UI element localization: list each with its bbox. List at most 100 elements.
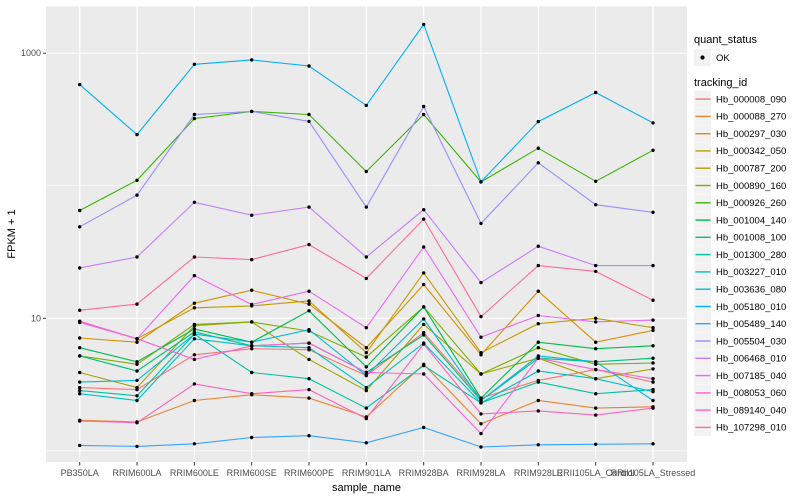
legend-label-Hb_003636_080: Hb_003636_080 xyxy=(716,285,786,296)
data-point xyxy=(651,326,655,330)
data-point xyxy=(364,365,368,369)
data-point xyxy=(651,367,655,371)
data-point xyxy=(422,282,426,287)
data-point xyxy=(536,289,540,293)
data-point xyxy=(307,396,311,400)
legend-label-Hb_000787_200: Hb_000787_200 xyxy=(716,164,786,175)
data-point xyxy=(364,103,368,108)
legend-label-Hb_005489_140: Hb_005489_140 xyxy=(716,319,786,330)
data-point xyxy=(422,425,426,430)
data-point xyxy=(479,412,483,416)
data-point xyxy=(135,360,139,364)
data-point xyxy=(422,217,426,221)
data-point xyxy=(78,354,82,358)
data-point xyxy=(78,392,82,396)
data-point xyxy=(250,347,254,351)
y-axis-title: FPKM + 1 xyxy=(6,209,18,258)
data-point xyxy=(364,346,368,350)
data-point xyxy=(192,322,197,327)
data-point xyxy=(594,316,598,320)
x-tick-label: RRII105LA_Control xyxy=(557,468,635,478)
data-point xyxy=(135,255,139,259)
data-point xyxy=(78,443,82,448)
data-point xyxy=(536,340,540,344)
data-point xyxy=(192,306,197,310)
data-point xyxy=(364,255,368,259)
data-point xyxy=(422,372,426,376)
legend-label-Hb_000342_050: Hb_000342_050 xyxy=(716,146,786,157)
data-point xyxy=(307,309,311,313)
data-point xyxy=(250,344,254,348)
data-point xyxy=(364,355,368,359)
y-tick-label: 1000 xyxy=(21,48,41,58)
data-point xyxy=(536,263,540,268)
data-point xyxy=(594,90,598,95)
data-point xyxy=(192,273,197,278)
data-point xyxy=(422,317,426,321)
data-point xyxy=(364,388,368,393)
data-point xyxy=(536,313,540,318)
data-point xyxy=(479,401,483,405)
x-tick-label: RRIM928LE xyxy=(514,468,563,478)
data-point xyxy=(364,406,368,410)
data-point xyxy=(651,210,655,214)
x-tick-label: RRIM600SE xyxy=(227,468,277,478)
data-point xyxy=(479,431,483,436)
data-point xyxy=(479,422,483,426)
data-point xyxy=(192,398,197,403)
data-point xyxy=(364,351,368,355)
x-tick-label: RRIM600PE xyxy=(284,468,334,478)
data-point xyxy=(594,347,598,351)
data-point xyxy=(651,344,655,348)
data-point xyxy=(307,119,311,124)
legend-label-Hb_001300_280: Hb_001300_280 xyxy=(716,250,786,261)
data-point xyxy=(192,327,197,331)
data-point xyxy=(364,276,368,281)
data-point xyxy=(594,413,598,417)
legend-label-Hb_006468_010: Hb_006468_010 xyxy=(716,354,786,365)
data-point xyxy=(250,435,254,440)
data-point xyxy=(594,340,598,344)
data-point xyxy=(364,373,368,378)
legend-label-Hb_000008_090: Hb_000008_090 xyxy=(716,94,786,105)
data-point xyxy=(307,112,311,117)
data-point xyxy=(250,257,254,262)
data-point xyxy=(307,434,311,438)
data-point xyxy=(479,314,483,319)
data-point xyxy=(78,208,82,213)
data-point xyxy=(422,342,426,346)
data-point xyxy=(307,289,311,293)
data-point xyxy=(422,363,426,368)
data-point xyxy=(307,346,311,350)
data-point xyxy=(536,398,540,403)
data-point xyxy=(479,398,483,403)
data-point xyxy=(78,82,82,87)
data-point xyxy=(364,370,368,375)
legend-label-Hb_000297_030: Hb_000297_030 xyxy=(716,129,786,140)
data-point xyxy=(594,362,598,366)
data-point xyxy=(364,326,368,330)
data-point xyxy=(192,62,197,66)
data-point xyxy=(536,380,540,384)
data-point xyxy=(192,353,197,357)
data-point xyxy=(192,301,197,305)
data-point xyxy=(479,221,483,226)
data-point xyxy=(479,351,483,355)
data-point xyxy=(422,305,426,309)
data-point xyxy=(536,161,540,165)
data-point xyxy=(364,416,368,421)
legend-label-Hb_007185_040: Hb_007185_040 xyxy=(716,371,786,382)
data-point xyxy=(594,442,598,446)
data-point xyxy=(250,370,254,375)
data-point xyxy=(594,269,598,274)
data-point xyxy=(307,64,311,68)
data-point xyxy=(594,203,598,207)
legend-label-Hb_003227_010: Hb_003227_010 xyxy=(716,267,786,278)
data-point xyxy=(651,398,655,403)
data-point xyxy=(250,302,254,307)
data-point xyxy=(364,169,368,174)
data-point xyxy=(250,340,254,344)
data-point xyxy=(479,280,483,285)
data-point xyxy=(135,178,139,182)
